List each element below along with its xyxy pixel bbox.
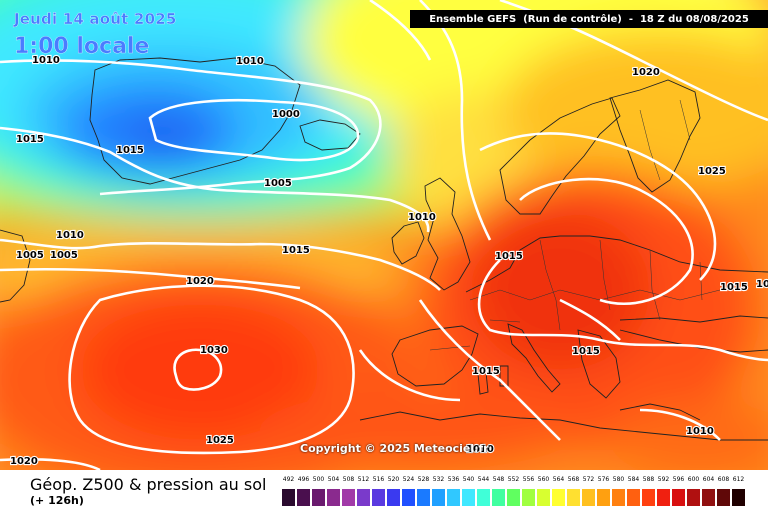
legend-value: 492 (282, 476, 295, 483)
legend-value: 512 (357, 476, 370, 483)
legend-swatch (297, 489, 310, 506)
model-run-banner: Ensemble GEFS (Run de contrôle) - 18 Z d… (410, 10, 768, 28)
isobar-label: 1010 (236, 56, 264, 67)
legend-swatch (672, 489, 685, 506)
legend-swatch (282, 489, 295, 506)
legend-swatch (702, 489, 715, 506)
legend-swatch (657, 489, 670, 506)
legend-value: 580 (612, 476, 625, 483)
legend-swatch (342, 489, 355, 506)
legend-swatch (732, 489, 745, 506)
legend-value: 528 (417, 476, 430, 483)
legend-value: 612 (732, 476, 745, 483)
legend-swatch (567, 489, 580, 506)
legend-value: 524 (402, 476, 415, 483)
weather-map: 1010 1010 1015 1015 1000 1005 1010 1005 1005 1010… (0, 0, 768, 470)
forecast-lead-time: (+ 126h) (30, 494, 84, 507)
legend-swatch (642, 489, 655, 506)
borders (429, 99, 721, 351)
isobar-label: 1025 (698, 166, 726, 177)
isobar-label: 1015 (16, 134, 44, 145)
legend-value: 540 (462, 476, 475, 483)
legend-swatch (522, 489, 535, 506)
legend-swatch (717, 489, 730, 506)
coastlines (0, 57, 768, 441)
isobar-label: 1005 (50, 250, 78, 261)
isobar-label: 1010 (466, 444, 494, 455)
legend-value: 516 (372, 476, 385, 483)
legend-value: 564 (552, 476, 565, 483)
isobar-label: 1010 (56, 230, 84, 241)
legend-value: 508 (342, 476, 355, 483)
legend-swatch (687, 489, 700, 506)
legend-value: 572 (582, 476, 595, 483)
color-scale-legend: 492 496 500 504 508 512 516 520 524 528 532 536 540 5… (282, 476, 750, 508)
isobar-label: 1030 (200, 345, 228, 356)
legend-swatch (372, 489, 385, 506)
isobar-label: 1010 (408, 212, 436, 223)
isobar-label: 1015 (472, 366, 500, 377)
isobar-label: 1015 (282, 245, 310, 256)
legend-value: 608 (717, 476, 730, 483)
legend-swatch (492, 489, 505, 506)
legend-swatch (507, 489, 520, 506)
isobar-label: 1015 (572, 346, 600, 357)
forecast-date: Jeudi 14 août 2025 (14, 10, 177, 28)
isobar-labels: 1010 1010 1015 1015 1000 1005 1010 1005 1005 1010… (9, 54, 768, 468)
isobar-label: 1010 (32, 55, 60, 66)
legend-swatch (462, 489, 475, 506)
legend-swatch (432, 489, 445, 506)
legend-value: 544 (477, 476, 490, 483)
isobars (0, 0, 768, 470)
legend-swatch (387, 489, 400, 506)
isobar-label: 1010 (686, 426, 714, 437)
legend-swatch (312, 489, 325, 506)
legend-swatch (627, 489, 640, 506)
isobar-label: 1020 (632, 67, 660, 78)
legend-swatch (582, 489, 595, 506)
legend-swatch (357, 489, 370, 506)
isobar-label: 1005 (16, 250, 44, 261)
isobar-label: 1015 (756, 279, 768, 290)
legend-swatch (402, 489, 415, 506)
legend-value: 600 (687, 476, 700, 483)
legend-value: 500 (312, 476, 325, 483)
isobar-label: 1020 (10, 456, 38, 467)
legend-value: 568 (567, 476, 580, 483)
legend-swatch (417, 489, 430, 506)
legend-swatch (612, 489, 625, 506)
legend-value: 536 (447, 476, 460, 483)
forecast-time: 1:00 locale (14, 34, 150, 59)
legend-swatch (327, 489, 340, 506)
legend-value: 520 (387, 476, 400, 483)
isobar-label: 1015 (495, 251, 523, 262)
legend-value: 504 (327, 476, 340, 483)
isobar-label: 1015 (116, 145, 144, 156)
isobar-label: 1020 (186, 276, 214, 287)
legend-value: 496 (297, 476, 310, 483)
isobar-label: 1015 (720, 282, 748, 293)
legend-swatch (477, 489, 490, 506)
legend-swatch (447, 489, 460, 506)
legend-value: 576 (597, 476, 610, 483)
legend-value: 532 (432, 476, 445, 483)
copyright-notice: Copyright © 2025 Meteociel.fr (300, 442, 489, 455)
legend-value: 596 (672, 476, 685, 483)
legend-swatch (597, 489, 610, 506)
legend-value: 560 (537, 476, 550, 483)
legend-swatch (537, 489, 550, 506)
legend-value: 556 (522, 476, 535, 483)
isobar-label: 1000 (272, 109, 300, 120)
legend-value: 548 (492, 476, 505, 483)
legend-value: 552 (507, 476, 520, 483)
isobar-label: 1005 (264, 178, 292, 189)
legend-swatch (552, 489, 565, 506)
legend-value: 604 (702, 476, 715, 483)
isobar-label: 1025 (206, 435, 234, 446)
legend-value: 588 (642, 476, 655, 483)
legend-value: 592 (657, 476, 670, 483)
legend-value: 584 (627, 476, 640, 483)
map-title: Géop. Z500 & pression au sol (30, 475, 267, 494)
